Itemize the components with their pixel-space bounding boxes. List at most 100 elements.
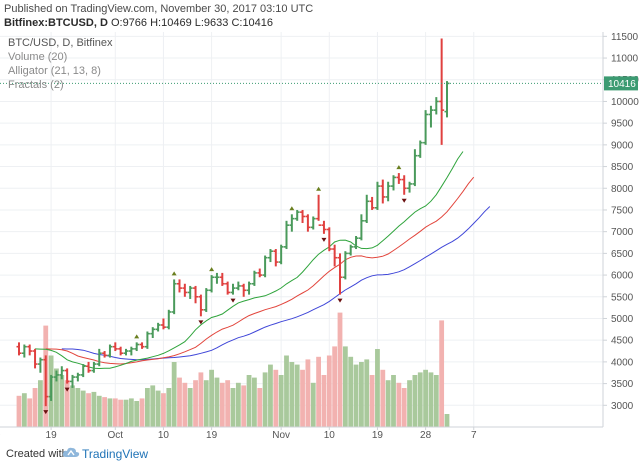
- ohlc-bar: [177, 279, 182, 293]
- volume-bar: [289, 362, 295, 427]
- tradingview-brand[interactable]: TradingView: [82, 447, 149, 461]
- ohlc-bar: [214, 272, 220, 284]
- price-tick-label: 4000: [611, 357, 634, 368]
- current-price-label-bg: [604, 76, 638, 91]
- price-tick-label: 8000: [611, 184, 634, 195]
- fractal-down-marker: [198, 320, 204, 325]
- volume-bar: [171, 362, 177, 427]
- fractal-down-marker: [230, 298, 236, 303]
- ohlc-bar: [310, 216, 316, 230]
- date-tick-label: 19: [206, 430, 218, 441]
- ohlc-bar: [241, 283, 247, 297]
- ohlc-bar: [348, 244, 354, 256]
- ohlc-bar: [391, 175, 396, 191]
- ohlc-bar: [374, 181, 380, 210]
- ohlc-bar: [37, 357, 43, 373]
- ohlc-bar: [444, 81, 450, 118]
- ohlc-bar: [219, 272, 225, 286]
- volume-bar: [86, 393, 91, 427]
- volume-bar: [96, 395, 102, 427]
- date-tick-label: Oct: [108, 430, 124, 441]
- volume-bar: [273, 369, 279, 427]
- date-tick-label: Nov: [272, 430, 290, 441]
- volume-bar: [59, 375, 65, 427]
- volume-bar: [342, 346, 348, 427]
- volume-bar: [27, 398, 33, 427]
- fractal-down-marker: [43, 410, 49, 415]
- ohlc-bar: [123, 348, 129, 356]
- price-bars: [16, 38, 450, 407]
- alligator-jaw-line: [61, 206, 491, 361]
- volume-bar: [396, 382, 402, 427]
- volume-bar: [235, 382, 241, 427]
- volume-bar: [38, 380, 43, 427]
- ohlc-bar: [134, 342, 140, 352]
- ohlc-bar: [230, 283, 236, 295]
- alligator-indicator: [34, 151, 491, 370]
- ohlc-bar: [316, 194, 322, 226]
- volume-bar: [177, 377, 182, 427]
- ohlc-bar: [160, 318, 166, 330]
- price-chart[interactable]: 3000 3500 4000 4500 5000 5500 6000 6500 7000 7500…: [0, 32, 640, 441]
- volume-bar: [369, 375, 375, 427]
- date-tick-label: 7: [471, 430, 477, 441]
- ohlc-bar: [326, 227, 332, 252]
- date-tick-label: 10: [158, 430, 170, 441]
- ohlc-bar: [423, 110, 429, 145]
- date-tick-label: 0: [0, 430, 1, 441]
- fractal-down-marker: [321, 237, 327, 242]
- date-axis: 0 19 Oct 10 19 Nov 10 19 28 7: [0, 426, 603, 441]
- chart-legend: BTC/USD, D, Bitfinex Volume (20) Alligator…: [8, 37, 113, 91]
- volume-bar: [252, 377, 257, 427]
- ohlc-bar: [118, 346, 124, 356]
- volume-bar: [75, 388, 81, 427]
- ohlc-bar: [289, 214, 295, 232]
- volume-bar: [225, 380, 231, 427]
- volume-bar: [155, 390, 161, 427]
- volume-bar: [353, 364, 359, 427]
- price-tick-label: 5000: [611, 314, 634, 325]
- ohlc-bar: [16, 342, 22, 356]
- volume-bar: [348, 356, 354, 427]
- price-tick-label: 3000: [611, 401, 634, 412]
- volume-bar: [134, 401, 140, 427]
- ohlc-bar: [358, 214, 364, 241]
- volume-bar: [128, 398, 134, 427]
- ohlc-bar: [284, 220, 289, 250]
- ohlc-bar: [80, 364, 86, 378]
- volume-bar: [187, 388, 193, 427]
- ohlc-bar: [294, 209, 300, 221]
- ohlc-bar: [332, 244, 338, 267]
- volume-series: [16, 312, 450, 427]
- volume-bar: [423, 369, 428, 427]
- volume-bar: [316, 356, 321, 427]
- cloud-logo-icon: [62, 447, 80, 457]
- volume-bar: [112, 398, 118, 427]
- volume-bar: [385, 380, 391, 427]
- date-tick-label: 19: [372, 430, 384, 441]
- price-tick-label: 9000: [611, 140, 634, 151]
- ohlc-bar: [91, 361, 97, 373]
- indicator-legend-item: Volume (20): [8, 51, 67, 63]
- ohlc-bar: [102, 351, 108, 358]
- volume-bar: [391, 375, 396, 427]
- fractal-up-marker: [209, 267, 215, 272]
- ohlc-bar: [43, 355, 49, 407]
- ohlc-bar: [144, 331, 150, 349]
- ohlc-bar: [96, 348, 102, 367]
- ohlc-bar: [187, 285, 193, 299]
- price-tick-label: 5500: [611, 292, 634, 303]
- ohlc-bar: [385, 181, 391, 202]
- current-price-label-text: 10416: [608, 79, 636, 90]
- ohlc-bar: [257, 268, 263, 278]
- volume-bar: [123, 399, 129, 427]
- ohlc-bar: [401, 175, 407, 195]
- volume-bar: [193, 380, 198, 427]
- volume-bar: [16, 395, 22, 427]
- footer: Created with TradingView: [0, 441, 640, 466]
- fractal-up-marker: [134, 334, 140, 339]
- ohlc-bar: [193, 285, 199, 304]
- ohlc-bar: [364, 194, 370, 223]
- alligator-lips-line: [34, 151, 464, 370]
- volume-bar: [80, 390, 86, 427]
